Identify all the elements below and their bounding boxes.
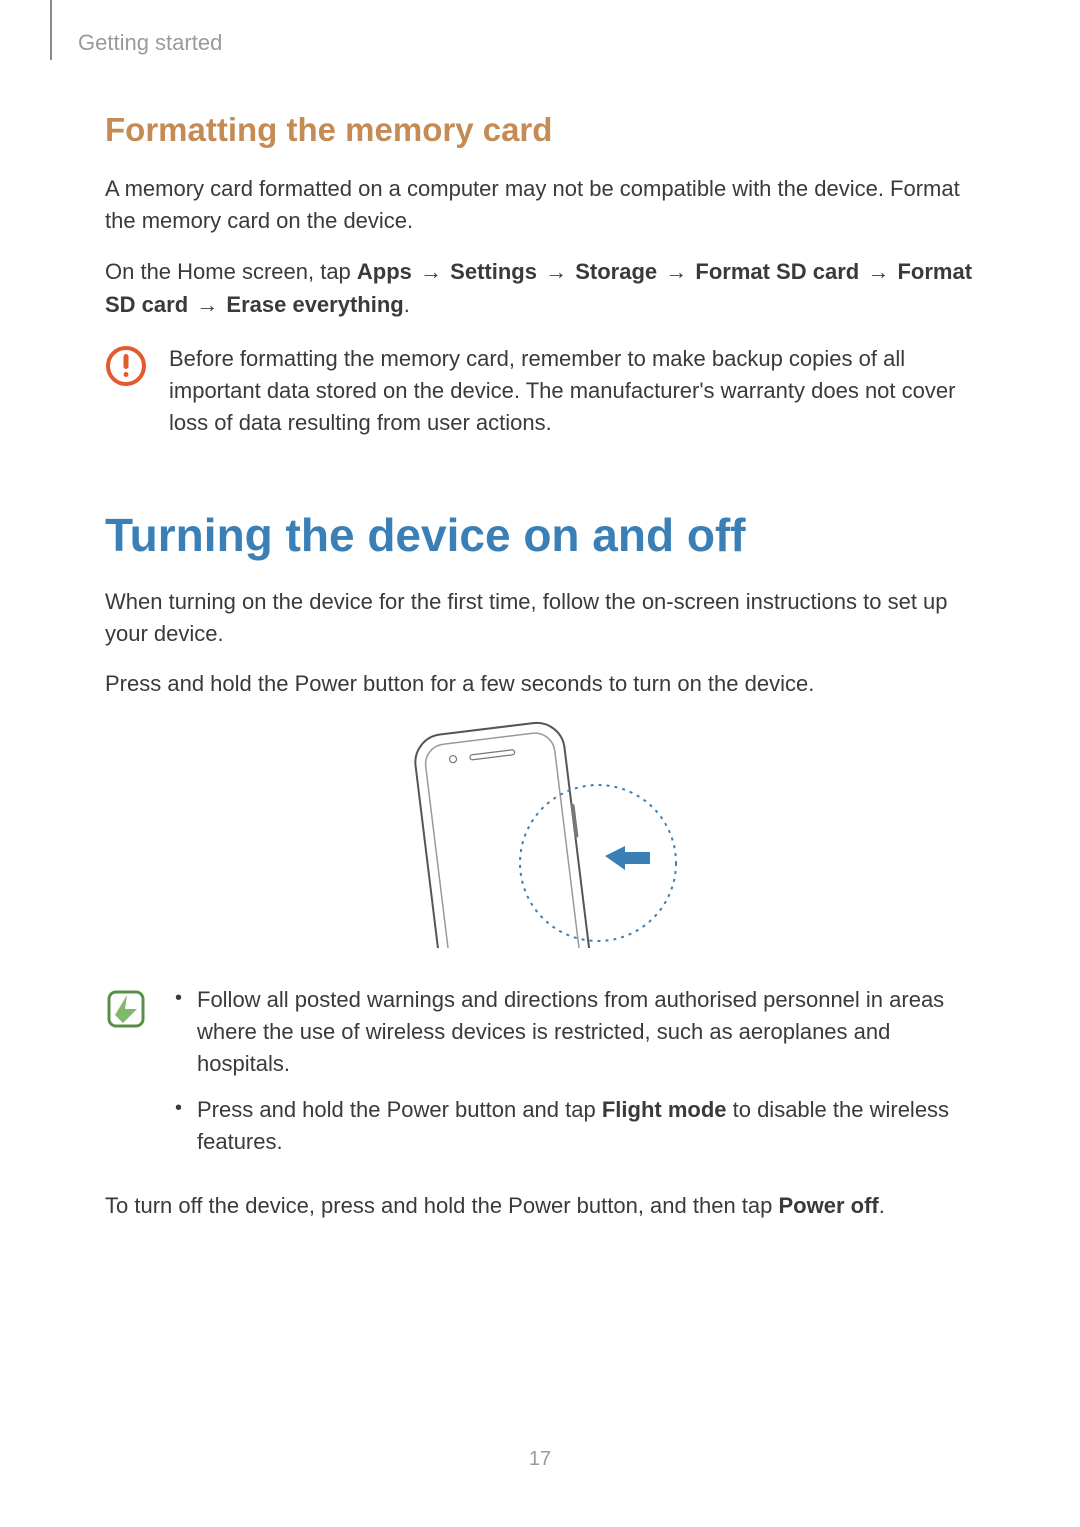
note-list: Follow all posted warnings and direction… [169, 984, 975, 1171]
step-storage: Storage [575, 259, 657, 284]
arrow-icon: → [543, 259, 569, 284]
closing-post: . [879, 1193, 885, 1218]
closing-pre: To turn off the device, press and hold t… [105, 1193, 779, 1218]
power-intro: When turning on the device for the first… [105, 586, 975, 650]
section-heading-formatting: Formatting the memory card [105, 111, 975, 149]
closing-bold: Power off [779, 1193, 879, 1218]
steps-suffix: . [404, 292, 410, 317]
note2-pre: Press and hold the Power button and tap [197, 1097, 602, 1122]
warning-callout: Before formatting the memory card, remem… [105, 343, 975, 439]
format-steps: On the Home screen, tap Apps → Settings … [105, 255, 975, 321]
note2-bold: Flight mode [602, 1097, 727, 1122]
note-callout: Follow all posted warnings and direction… [105, 984, 975, 1171]
note-item: Follow all posted warnings and direction… [169, 984, 975, 1080]
section-heading-power: Turning the device on and off [105, 508, 975, 562]
note-icon [105, 988, 147, 1035]
arrow-icon: → [194, 292, 220, 317]
arrow-icon: → [663, 259, 689, 284]
steps-prefix: On the Home screen, tap [105, 259, 357, 284]
power-off-text: To turn off the device, press and hold t… [105, 1190, 975, 1222]
step-apps: Apps [357, 259, 412, 284]
arrow-icon: → [865, 259, 891, 284]
formatting-intro: A memory card formatted on a computer ma… [105, 173, 975, 237]
note-item: Press and hold the Power button and tap … [169, 1094, 975, 1158]
step-settings: Settings [450, 259, 537, 284]
power-instruction: Press and hold the Power button for a fe… [105, 668, 975, 700]
step-erase: Erase everything [226, 292, 403, 317]
warning-text: Before formatting the memory card, remem… [169, 343, 975, 439]
header-rule [50, 0, 52, 60]
running-header: Getting started [78, 30, 975, 56]
device-figure [105, 718, 975, 948]
arrow-icon: → [418, 259, 444, 284]
step-format-sd: Format SD card [695, 259, 859, 284]
warning-icon [105, 345, 147, 392]
page: Getting started Formatting the memory ca… [0, 0, 1080, 1527]
page-number: 17 [0, 1448, 1080, 1471]
